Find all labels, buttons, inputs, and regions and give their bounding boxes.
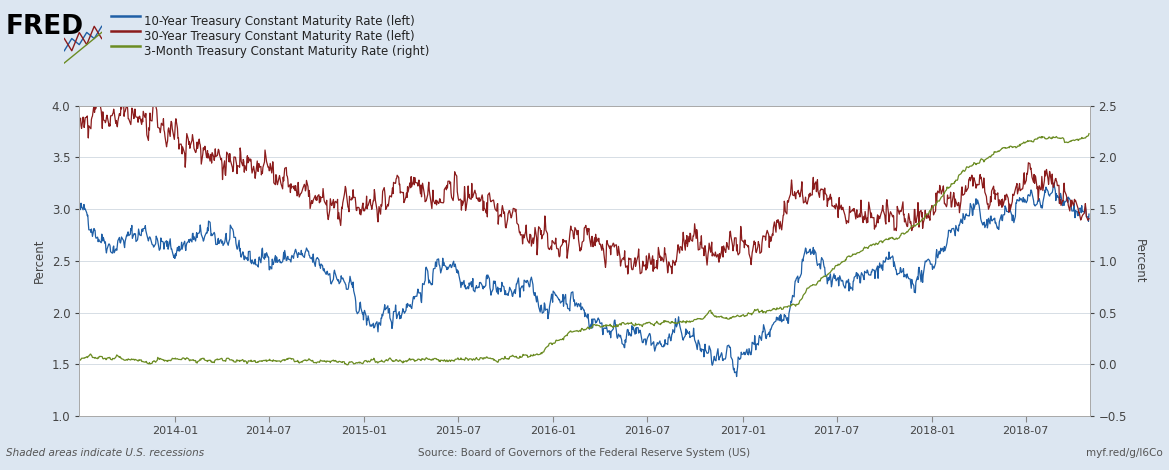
Text: Source: Board of Governors of the Federal Reserve System (US): Source: Board of Governors of the Federa…: [419, 448, 750, 458]
Y-axis label: Percent: Percent: [1133, 239, 1146, 283]
Text: FRED: FRED: [6, 14, 84, 40]
Line: 3-Month Treasury Constant Maturity Rate (right): 3-Month Treasury Constant Maturity Rate …: [79, 133, 1090, 365]
Text: 10-Year Treasury Constant Maturity Rate (left): 10-Year Treasury Constant Maturity Rate …: [144, 15, 415, 28]
Text: myf.red/g/l6Co: myf.red/g/l6Co: [1086, 448, 1163, 458]
Y-axis label: Percent: Percent: [33, 239, 47, 283]
Line: 10-Year Treasury Constant Maturity Rate (left): 10-Year Treasury Constant Maturity Rate …: [79, 183, 1090, 376]
Text: Shaded areas indicate U.S. recessions: Shaded areas indicate U.S. recessions: [6, 448, 203, 458]
Text: 3-Month Treasury Constant Maturity Rate (right): 3-Month Treasury Constant Maturity Rate …: [144, 45, 429, 58]
Line: 30-Year Treasury Constant Maturity Rate (left): 30-Year Treasury Constant Maturity Rate …: [79, 95, 1090, 274]
Text: 30-Year Treasury Constant Maturity Rate (left): 30-Year Treasury Constant Maturity Rate …: [144, 30, 415, 43]
